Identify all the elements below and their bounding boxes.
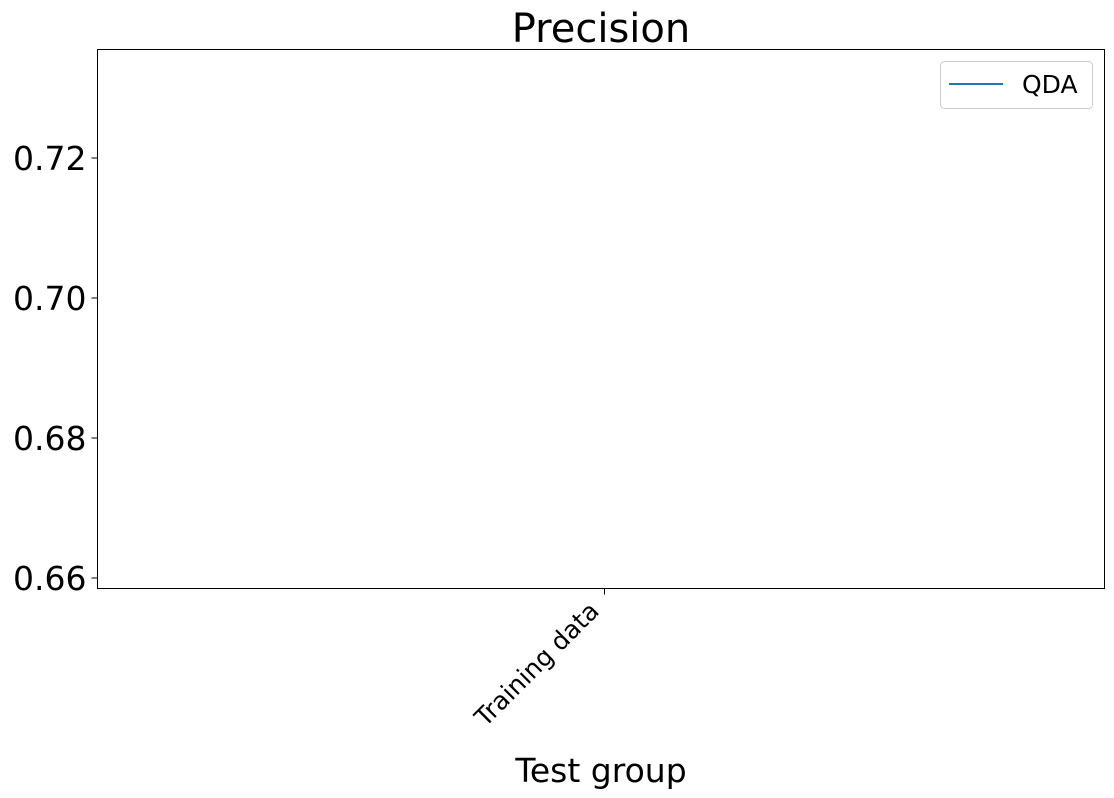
y-tick-label: 0.72: [13, 139, 86, 178]
legend-label: QDA: [1022, 70, 1078, 99]
chart-title: Precision: [512, 6, 690, 52]
y-tick-label: 0.66: [13, 559, 86, 598]
plot-area: [97, 49, 1105, 589]
x-axis-ticks: Training data: [468, 588, 605, 733]
legend: QDA: [940, 61, 1093, 109]
x-tick-label: Training data: [468, 596, 604, 732]
legend-box: [940, 61, 1093, 109]
x-axis-label: Test group: [514, 751, 686, 790]
y-tick-label: 0.70: [13, 279, 86, 318]
y-tick-label: 0.68: [13, 419, 86, 458]
y-axis-ticks: 0.66 0.68 0.70 0.72: [13, 139, 98, 598]
